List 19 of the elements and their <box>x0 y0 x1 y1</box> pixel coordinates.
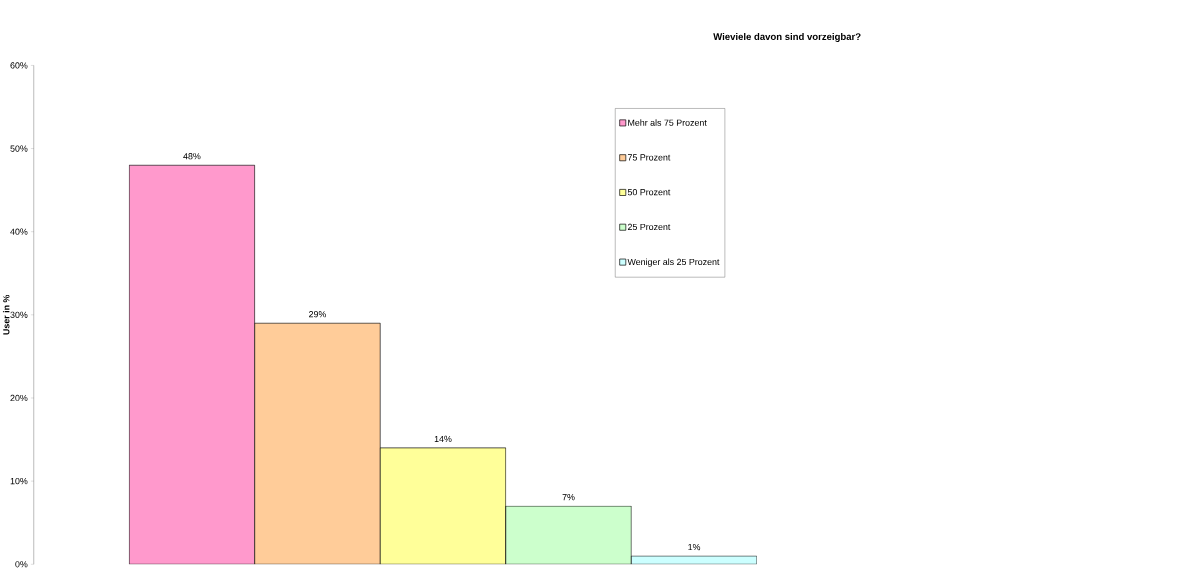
data-label: 14% <box>434 435 452 442</box>
legend-label: Mehr als 75 Prozent <box>628 119 707 126</box>
legend-label: 25 Prozent <box>627 223 671 230</box>
y-axis-title: User in % <box>2 294 10 335</box>
legend-label: Weniger als 25 Prozent <box>627 258 720 267</box>
data-label: 7% <box>562 493 575 501</box>
data-label: 1% <box>688 543 701 550</box>
y-tick-label: 30% <box>10 311 28 318</box>
y-tick-label: 0% <box>15 560 28 568</box>
y-tick-label: 50% <box>10 145 28 152</box>
y-tick-label: 40% <box>10 228 28 235</box>
legend-label: 50 Prozent <box>627 188 671 196</box>
legend-label: 75 Prozent <box>627 154 671 161</box>
y-tick-label: 20% <box>10 394 28 401</box>
data-label: 48% <box>183 152 201 160</box>
y-tick-label: 10% <box>10 477 28 485</box>
data-label: 29% <box>309 310 327 318</box>
chart-title: Wieviele davon sind vorzeigbar? <box>713 32 861 42</box>
y-tick-label: 60% <box>10 62 28 69</box>
